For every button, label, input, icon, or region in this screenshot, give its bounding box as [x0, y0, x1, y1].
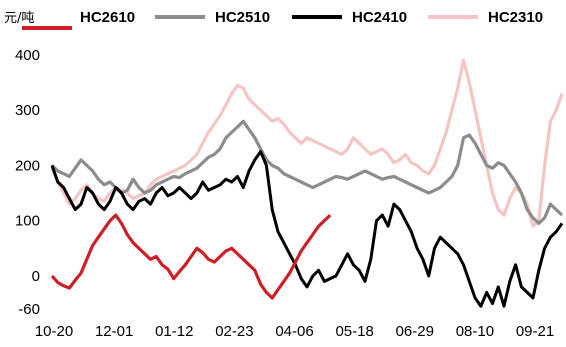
y-tick-label: 0 [32, 268, 40, 285]
y-axis: 400 300 200 100 0 -60 [15, 47, 40, 318]
legend: 元/吨 HC2610 HC2510 HC2410 HC2310 [4, 9, 543, 30]
x-tick-label: 05-18 [335, 323, 373, 340]
legend-label-hc2410: HC2410 [352, 9, 407, 26]
series-line-hc2410 [50, 150, 564, 308]
legend-label-hc2310: HC2310 [488, 9, 543, 26]
x-tick-label: 06-29 [396, 323, 434, 340]
x-tick-label: 09-21 [516, 323, 554, 340]
y-tick-label: 100 [15, 213, 40, 230]
x-tick-label: 12-01 [95, 323, 133, 340]
y-tick-label: 300 [15, 102, 40, 119]
legend-label-hc2610: HC2610 [80, 9, 135, 26]
x-tick-label: 01-12 [155, 323, 193, 340]
x-tick-label: 04-06 [275, 323, 313, 340]
y-tick-label: 400 [15, 47, 40, 64]
legend-label-hc2510: HC2510 [215, 9, 270, 26]
y-tick-label: -60 [18, 301, 40, 318]
x-tick-label: 10-20 [35, 323, 73, 340]
x-axis: 10-20 12-01 01-12 02-23 04-06 05-18 06-29 08-10… [35, 323, 554, 340]
series-line-hc2310 [50, 58, 564, 228]
series-line-hc2510 [50, 119, 564, 225]
y-tick-label: 200 [15, 157, 40, 174]
series-line-hc2610 [50, 213, 332, 300]
x-tick-label: 08-10 [456, 323, 494, 340]
y-unit-label: 元/吨 [4, 11, 34, 26]
series-layer [50, 58, 564, 308]
x-tick-label: 02-23 [215, 323, 253, 340]
